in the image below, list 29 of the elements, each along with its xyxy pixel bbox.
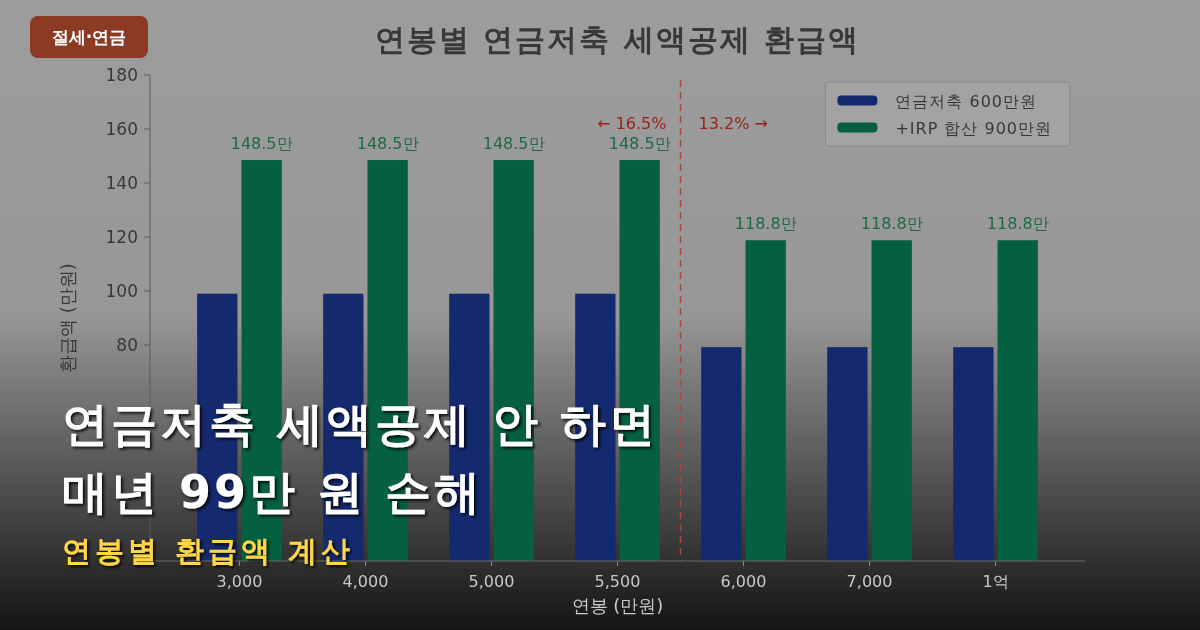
x-tick-label: 7,000 bbox=[846, 572, 893, 591]
data-label: 148.5만 bbox=[230, 134, 293, 154]
x-tick-label: 5,000 bbox=[468, 572, 515, 591]
annotation: ← 16.5% bbox=[597, 114, 667, 133]
data-label: 118.8만 bbox=[734, 214, 797, 234]
data-label: 118.8만 bbox=[860, 214, 923, 234]
text: 연봉별 환급액 계산 bbox=[62, 534, 355, 568]
y-tick-label: 140 bbox=[105, 173, 138, 193]
data-label: 118.8만 bbox=[986, 214, 1049, 234]
legend-label: 연금저축 600만원 bbox=[895, 91, 1038, 111]
y-tick-label: 100 bbox=[105, 281, 138, 301]
x-tick-label: 4,000 bbox=[342, 572, 389, 591]
data-label: 148.5만 bbox=[482, 134, 545, 154]
y-tick-label: 160 bbox=[105, 119, 138, 139]
y-tick-label: 180 bbox=[105, 65, 138, 85]
y-axis-title: 환급액 (만원) bbox=[57, 263, 78, 373]
x-axis-title: 연봉 (만원) bbox=[571, 595, 664, 616]
text: 연봉별 연금저축 세액공제 환급액 bbox=[374, 22, 861, 57]
annotation: 13.2% → bbox=[698, 114, 768, 133]
x-tick-label: 3,000 bbox=[216, 572, 263, 591]
text: 절세·연금 bbox=[51, 27, 127, 47]
x-tick-label: 6,000 bbox=[720, 572, 767, 591]
x-tick-label: 5,500 bbox=[594, 572, 641, 591]
y-tick-label: 120 bbox=[105, 227, 138, 247]
legend-label: +IRP 합산 900만원 bbox=[895, 118, 1052, 138]
data-label: 148.5만 bbox=[356, 134, 419, 154]
data-label: 148.5만 bbox=[608, 134, 671, 154]
x-tick-label: 1억 bbox=[982, 572, 1009, 591]
y-tick-label: 80 bbox=[116, 335, 138, 355]
